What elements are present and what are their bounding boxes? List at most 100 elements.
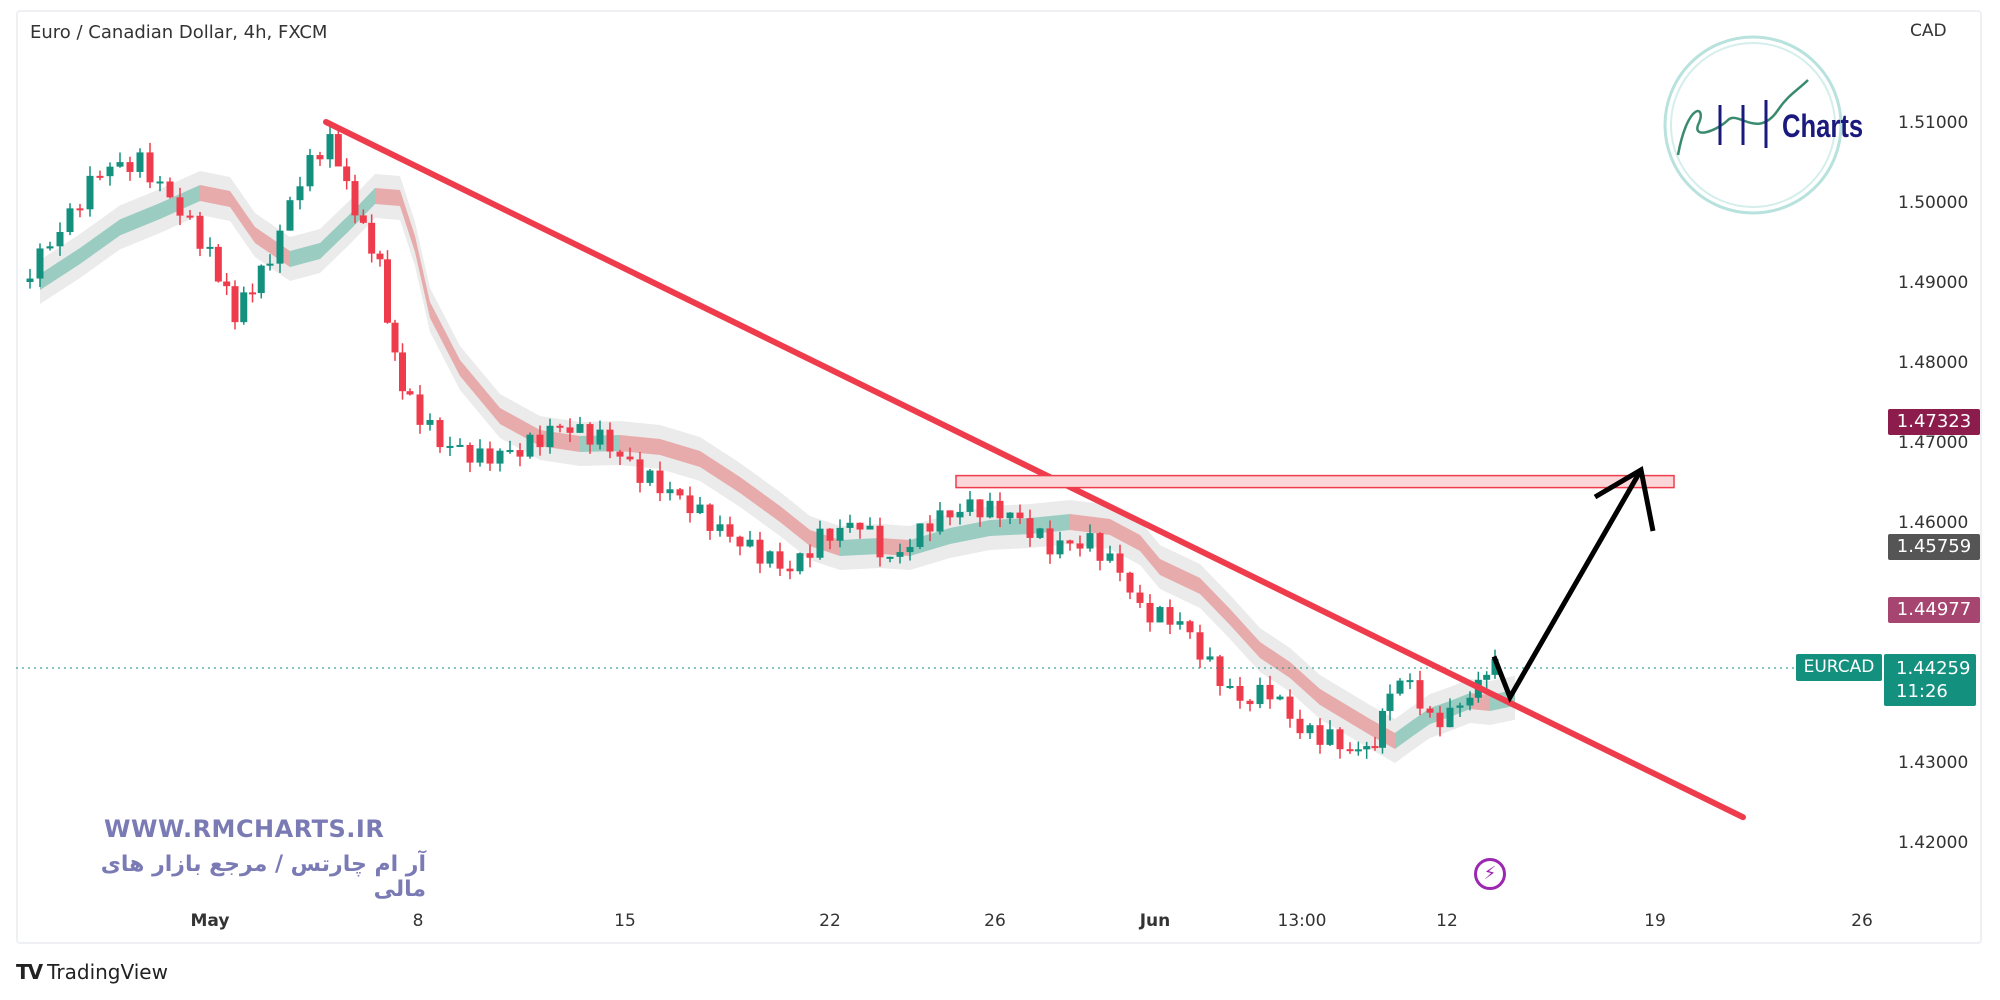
- time-axis-tick: 26: [1851, 911, 1873, 931]
- candle-body: [156, 181, 164, 184]
- candle-body: [276, 230, 284, 264]
- candle-body: [466, 444, 474, 463]
- price-axis-tick: 1.50000: [1898, 193, 1968, 213]
- candle-body: [566, 427, 574, 433]
- candle-body: [1436, 712, 1444, 728]
- candle-body: [1126, 572, 1134, 593]
- price-tag-1: 1.47323: [1888, 409, 1980, 435]
- candle-body: [1346, 749, 1354, 752]
- candle-body: [966, 499, 974, 512]
- candle-body: [1371, 746, 1379, 749]
- candle-body: [476, 448, 484, 463]
- time-axis-tick: 15: [614, 911, 636, 931]
- candle-body: [257, 265, 265, 294]
- candle-body: [326, 134, 334, 160]
- ma-ribbon-segment: [1230, 609, 1260, 658]
- candle-body: [1266, 684, 1274, 700]
- tradingview-brand: TradingView: [47, 960, 168, 984]
- candle-body: [726, 524, 734, 537]
- candle-body: [1491, 659, 1499, 675]
- candle-body: [1336, 729, 1344, 750]
- tradingview-mark-icon: TV: [16, 960, 43, 984]
- candle-body: [206, 246, 214, 249]
- candle-body: [166, 181, 174, 198]
- candle-body: [836, 527, 844, 541]
- candle-body: [1216, 656, 1224, 687]
- ma-ribbon-segment: [1260, 642, 1290, 678]
- price-axis-tick: 1.49000: [1898, 273, 1968, 293]
- candle-body: [1236, 685, 1244, 701]
- candle-body: [816, 528, 824, 558]
- candle-body: [766, 551, 774, 564]
- candle-body: [656, 470, 664, 494]
- candle-body: [776, 551, 784, 569]
- ma-ribbon-segment: [1290, 662, 1320, 705]
- candle-body: [866, 525, 874, 530]
- candle-body: [1066, 540, 1074, 544]
- downtrend-line[interactable]: [323, 119, 1746, 821]
- candle-body: [1256, 684, 1264, 705]
- watermark-tagline: آر ام چارتس / مرجع بازار های مالی: [100, 852, 426, 902]
- candle-body: [1316, 725, 1324, 745]
- ma-ribbon-segment: [460, 360, 500, 424]
- candle-body: [136, 152, 144, 172]
- candle-body: [856, 522, 864, 530]
- candle-body: [399, 352, 406, 392]
- tradingview-logo[interactable]: TV TradingView: [16, 960, 168, 984]
- candle-body: [286, 200, 294, 231]
- ma-ribbon-segment: [80, 219, 120, 264]
- candle-body: [876, 525, 884, 558]
- ma-ribbon-segment: [700, 451, 740, 493]
- candle-body: [86, 175, 94, 210]
- candle-body: [796, 553, 804, 572]
- price-axis-tick: 1.43000: [1898, 753, 1968, 773]
- resistance-zone[interactable]: [955, 474, 1675, 489]
- candle-body: [176, 197, 184, 216]
- candle-body: [1106, 553, 1114, 561]
- candle-body: [496, 450, 504, 464]
- candle-body: [576, 424, 584, 433]
- candle-body: [956, 511, 964, 518]
- candle-body: [946, 510, 954, 518]
- candle-body: [1483, 674, 1491, 680]
- ma-ribbon-segment: [400, 190, 415, 252]
- ma-ribbon-segment: [200, 185, 230, 207]
- candle-body: [606, 429, 614, 452]
- candle-body: [526, 434, 534, 457]
- watermark-url: WWW.RMCHARTS.IR: [104, 815, 385, 843]
- candle-body: [916, 523, 924, 548]
- candle-body: [240, 292, 248, 323]
- current-price: 1.44259: [1896, 658, 1971, 679]
- ma-ribbon-segment: [430, 302, 460, 376]
- ma-ribbon-segment: [1160, 559, 1200, 594]
- candle-body: [1046, 528, 1054, 555]
- lightning-icon[interactable]: ⚡: [1474, 858, 1506, 890]
- candle-body: [66, 208, 74, 232]
- price-axis-tick: 1.48000: [1898, 353, 1968, 373]
- candle-body: [376, 253, 384, 260]
- candle-body: [1363, 746, 1371, 750]
- ma-ribbon-segment: [350, 188, 375, 230]
- ma-ribbon-segment: [1350, 707, 1370, 735]
- candle-body: [906, 547, 914, 553]
- candle-body: [343, 166, 351, 182]
- candle-body: [1176, 621, 1184, 625]
- current-price-tag: 1.44259 11:26: [1884, 654, 1976, 706]
- candle-body: [426, 420, 434, 425]
- candle-body: [1466, 697, 1474, 706]
- candle-body: [1456, 705, 1464, 708]
- ma-ribbon-segment: [1410, 708, 1430, 738]
- price-axis-tick: 1.46000: [1898, 513, 1968, 533]
- candle-body: [1086, 533, 1094, 549]
- price-axis-tick: 1.42000: [1898, 833, 1968, 853]
- candle-body: [186, 215, 194, 218]
- candle-body: [1096, 533, 1104, 561]
- candle-body: [1446, 707, 1454, 728]
- projection-arrow[interactable]: [1491, 468, 1644, 703]
- candle-body: [126, 162, 134, 172]
- candle-body: [446, 445, 454, 448]
- candle-body: [786, 568, 794, 572]
- price-tag-3: 1.44977: [1888, 597, 1980, 623]
- candle-body: [506, 450, 514, 453]
